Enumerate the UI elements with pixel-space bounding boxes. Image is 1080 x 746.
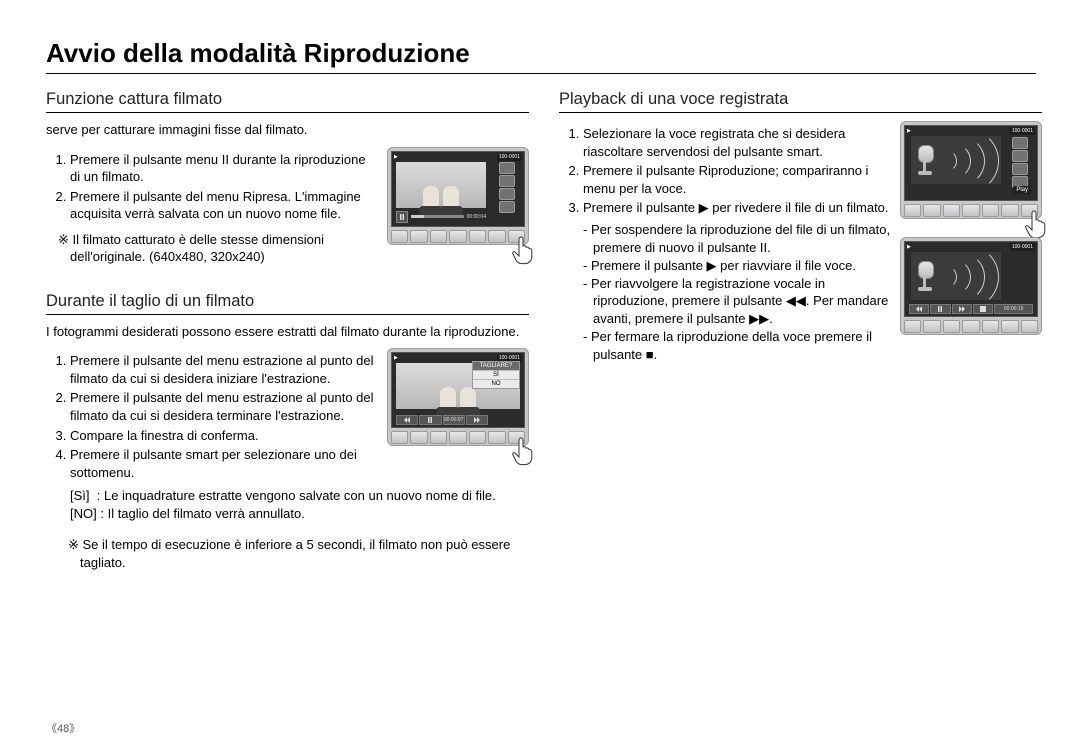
rew-icon [909,304,929,314]
section3-dash2: - Premere il pulsante ▶ per riavviare il… [583,257,892,275]
section2-step3: Compare la finestra di conferma. [70,427,379,445]
section2-options: [Sì] : Le inquadrature estratte vengono … [70,487,529,522]
mic-graphic [911,252,1001,300]
page-title: Avvio della modalità Riproduzione [46,38,1036,74]
thumb3-filelabel: 100-0001 [1010,127,1035,135]
thumb2-time: 00:00:07 [444,417,463,423]
stop-icon [973,304,993,314]
couple-photo [396,162,486,208]
section2-intro: I fotogrammi desiderati possono essere e… [46,323,529,341]
page-number: 48 [46,720,80,736]
thumb1-time: 00:00:04 [467,214,486,220]
play-label: Play [1013,186,1031,194]
pause-icon [930,304,950,314]
microphone-icon [915,261,935,291]
play-icon: ▶ [907,128,911,134]
section2-step1: Premere il pulsante del menu estrazione … [70,352,379,387]
pause-icon [396,211,408,223]
fwd-icon [952,304,972,314]
section2-heading: Durante il taglio di un filmato [46,292,529,315]
section1-step2: Premere il pulsante del menu Ripresa. L'… [70,188,379,223]
hw-button [391,230,408,243]
rew-icon [396,415,418,425]
right-column: Playback di una voce registrata Selezion… [559,84,1042,571]
pause-icon [419,415,441,425]
section3-heading: Playback di una voce registrata [559,90,1042,113]
pointer-hand-icon [511,436,535,466]
play-icon: ▶ [394,154,398,160]
section2-step4: Premere il pulsante smart per selezionar… [70,446,379,481]
section3-dash1: - Per sospendere la riproduzione del fil… [583,221,892,257]
side-icon [499,188,515,200]
section3-step2: Premere il pulsante Riproduzione; compar… [583,162,892,197]
thumb4-time: 00:00:10 [1004,306,1023,312]
progress-bar [411,215,464,218]
cut-dialog-no: NO [473,379,519,388]
section3-step3: Premere il pulsante ▶ per rivedere il fi… [583,199,892,217]
section2-note: ※ Se il tempo di esecuzione è inferiore … [68,536,529,571]
cut-dialog-yes: SÌ [473,370,519,379]
fwd-icon [466,415,488,425]
play-icon: ▶ [394,355,398,361]
play-icon: ▶ [907,244,911,250]
section3-camera-thumb-1: ▶ 100-0001 [900,121,1042,223]
section1-camera-thumb: ▶ 100-0001 [387,147,529,249]
section3-dashes: - Per sospendere la riproduzione del fil… [583,221,892,365]
section3-dash4: - Per fermare la riproduzione della voce… [583,328,892,364]
left-column: Funzione cattura filmato serve per cattu… [46,84,529,571]
section3-camera-thumb-2: ▶ 100-0001 [900,237,1042,339]
side-icon [499,162,515,174]
section2-steps: Premere il pulsante del menu estrazione … [52,352,379,481]
side-icon [499,175,515,187]
section1-heading: Funzione cattura filmato [46,90,529,113]
thumb1-filelabel: 100-0001 [497,153,522,161]
microphone-icon [915,145,935,175]
pointer-hand-icon [511,235,535,265]
section1-intro: serve per catturare immagini fisse dal f… [46,121,529,139]
thumb4-filelabel: 100-0001 [1010,243,1035,251]
section3-step1: Selezionare la voce registrata che si de… [583,125,892,160]
mic-graphic [911,136,1001,184]
section1-note: ※ Il filmato catturato è delle stesse di… [58,231,379,266]
section2-camera-thumb: ▶ 100-0001 TAGLIARE? SÌ NO [387,348,529,450]
pointer-hand-icon [1024,209,1048,239]
section3-steps: Selezionare la voce registrata che si de… [565,125,892,217]
section1-steps: Premere il pulsante menu II durante la r… [52,151,379,223]
section3-dash3: - Per riavvolgere la registrazione vocal… [583,275,892,329]
cut-dialog: TAGLIARE? SÌ NO [472,361,520,389]
section1-step1: Premere il pulsante menu II durante la r… [70,151,379,186]
side-icon [499,201,515,213]
section2-step2: Premere il pulsante del menu estrazione … [70,389,379,424]
cut-dialog-title: TAGLIARE? [473,362,519,370]
